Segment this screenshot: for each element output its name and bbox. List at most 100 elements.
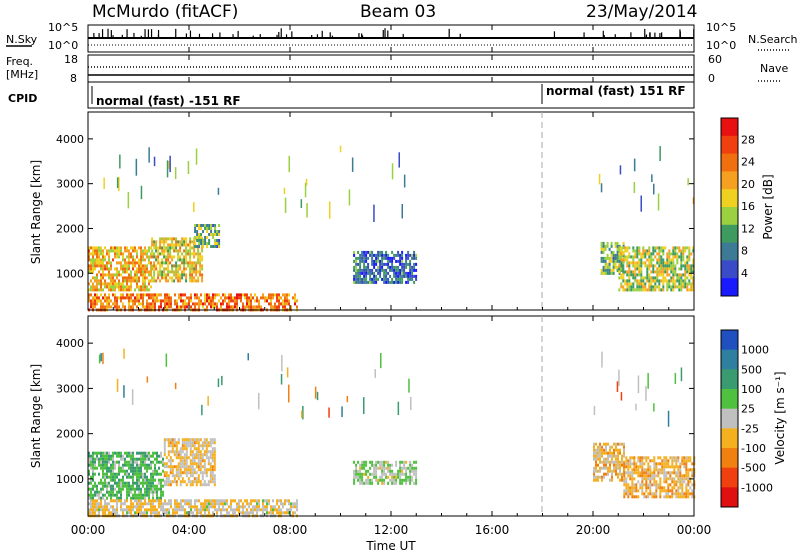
noise-spikes xyxy=(93,28,695,38)
echo-cell xyxy=(142,305,144,309)
echo-cell xyxy=(174,505,176,509)
echo-cell xyxy=(375,469,378,473)
echo-cell xyxy=(152,505,154,509)
echo-cell xyxy=(191,240,194,244)
echo-cell xyxy=(167,477,170,481)
echo-cell xyxy=(385,475,388,479)
echo-cell xyxy=(679,474,682,478)
echo-cell xyxy=(644,252,647,256)
echo-cell xyxy=(128,267,130,271)
echo-cell xyxy=(112,285,114,289)
echo-cell xyxy=(399,277,402,281)
echo-cell xyxy=(272,499,274,503)
echo-cell xyxy=(244,511,246,515)
y-tick-label: 2000 xyxy=(56,428,84,441)
echo-cell xyxy=(668,252,671,256)
echo-cell xyxy=(646,252,649,256)
echo-cell xyxy=(189,447,192,451)
echo-cell xyxy=(258,499,260,503)
echo-cell xyxy=(395,259,398,263)
echo-cell xyxy=(690,252,693,256)
echo-cell xyxy=(136,499,138,503)
echo-cell xyxy=(355,259,358,263)
echo-cell xyxy=(183,261,186,265)
echo-cell xyxy=(104,472,106,476)
echo-cell xyxy=(224,296,226,300)
echo-cell xyxy=(106,273,108,277)
echo-cell xyxy=(355,472,358,476)
echo-cell xyxy=(365,274,368,278)
echo-cell xyxy=(90,454,92,458)
echo-cell xyxy=(614,256,617,260)
echo-cell xyxy=(608,262,611,266)
echo-cell xyxy=(232,499,234,503)
echo-cell xyxy=(198,302,200,306)
echo-cell xyxy=(161,273,164,277)
echo-cell xyxy=(600,250,603,254)
echo-cell xyxy=(136,270,138,274)
echo-cell xyxy=(136,502,138,506)
echo-cell xyxy=(409,259,412,263)
echo-cell xyxy=(195,453,198,457)
echo-cell xyxy=(169,444,172,448)
echo-cell xyxy=(692,246,695,250)
echo-cell xyxy=(395,475,398,479)
echo-cell xyxy=(397,250,400,254)
echo-cell xyxy=(177,258,180,262)
echo-cell xyxy=(159,252,162,256)
echo-cell xyxy=(118,252,120,256)
echo-cell xyxy=(690,285,693,289)
echo-cell xyxy=(387,277,390,281)
echo-cell xyxy=(272,293,274,297)
echo-cell xyxy=(685,483,688,487)
echo-cell xyxy=(124,472,126,476)
echo-cell xyxy=(256,505,258,509)
echo-cell xyxy=(158,496,160,500)
echo-cell xyxy=(94,502,96,506)
echo-cell xyxy=(640,267,643,271)
echo-cell xyxy=(202,230,205,233)
echo-cell xyxy=(618,246,621,250)
echo-cell xyxy=(595,475,597,479)
echo-cell xyxy=(94,481,96,485)
echo-cell xyxy=(294,502,296,506)
echo-cell xyxy=(618,369,620,387)
echo-cell xyxy=(286,511,288,515)
echo-cell xyxy=(403,460,406,464)
echo-cell xyxy=(102,302,104,306)
echo-cell xyxy=(146,478,148,482)
echo-cell xyxy=(618,255,621,259)
echo-cell xyxy=(118,496,120,500)
echo-cell xyxy=(132,463,134,467)
echo-cell xyxy=(184,499,186,503)
echo-cell xyxy=(228,299,230,303)
echo-cell xyxy=(363,274,366,278)
echo-cell xyxy=(88,454,90,458)
echo-cell xyxy=(684,270,687,274)
echo-cell xyxy=(357,280,360,284)
echo-cell xyxy=(96,264,98,268)
echo-cell xyxy=(202,245,205,248)
echo-cell xyxy=(676,246,679,250)
echo-cell xyxy=(177,255,180,259)
echo-cell xyxy=(94,285,96,289)
echo-cell xyxy=(181,480,184,484)
echo-cell xyxy=(359,466,362,470)
echo-cell xyxy=(158,299,160,303)
echo-cell xyxy=(183,465,186,469)
echo-cell xyxy=(110,496,112,500)
echo-cell xyxy=(126,505,128,509)
echo-cell xyxy=(665,495,668,499)
echo-cell xyxy=(218,505,220,509)
echo-cell xyxy=(260,305,262,309)
echo-cell xyxy=(128,252,130,256)
echo-cell xyxy=(213,453,216,457)
echo-cell xyxy=(687,178,689,186)
echo-cell xyxy=(645,477,648,481)
echo-cell xyxy=(102,252,104,256)
echo-cell xyxy=(98,472,100,476)
echo-cell xyxy=(636,249,639,253)
echo-cell xyxy=(208,299,210,303)
echo-cell xyxy=(158,511,160,515)
echo-cell xyxy=(387,460,390,464)
